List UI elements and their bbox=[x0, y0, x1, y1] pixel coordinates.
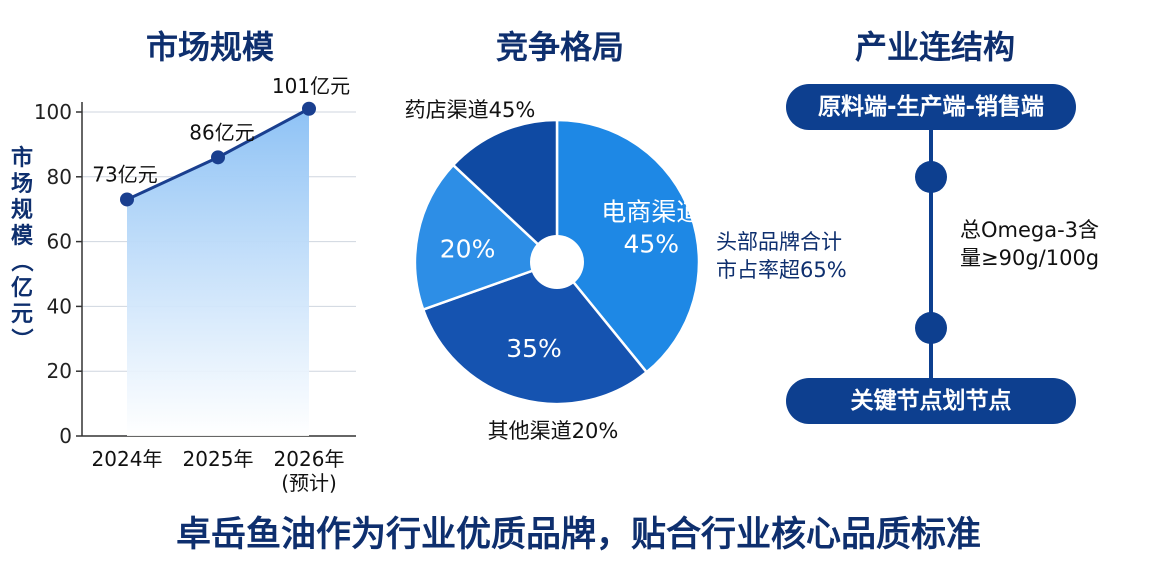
chain-top-pill: 原料端-生产端-销售端 bbox=[786, 84, 1076, 130]
industry-chain-diagram bbox=[915, 130, 947, 378]
pie-inner-label-0-0: 电商渠道 bbox=[601, 197, 701, 226]
pie-inner-label-0-1: 45% bbox=[623, 229, 679, 258]
pie-inner-label-1-0: 35% bbox=[506, 334, 562, 363]
y-tick-label-80: 80 bbox=[47, 165, 72, 189]
chain-bottom-pill: 关键节点划节点 bbox=[786, 378, 1076, 424]
market-data-label-0: 73亿元 bbox=[92, 162, 157, 186]
pie-outer-label-3: 药店渠道45% bbox=[405, 98, 536, 122]
market-data-label-1: 86亿元 bbox=[189, 120, 254, 144]
pie-slice-3 bbox=[451, 118, 559, 265]
competition-pie-chart: 电商渠道 45% 35% 20% 其他渠道20% 药店渠道45% bbox=[405, 98, 702, 443]
pie-side-note: 头部品牌合计 市占率超65% bbox=[716, 228, 847, 284]
chain-note-line1: 总Omega-3含 bbox=[960, 218, 1100, 242]
market-data-label-2: 101亿元 bbox=[272, 74, 350, 98]
pie-note-line2: 市占率超65% bbox=[716, 258, 847, 282]
x-tick-label-2-0: 2026年 bbox=[274, 447, 345, 471]
pie-inner-label-2-0: 20% bbox=[440, 235, 496, 264]
y-axis-label-char-2: 规 bbox=[11, 198, 33, 223]
y-tick-label-20: 20 bbox=[47, 359, 72, 383]
y-tick-label-100: 100 bbox=[34, 100, 72, 124]
market-point-1 bbox=[211, 150, 225, 165]
y-axis-label-char-1: 场 bbox=[11, 172, 33, 197]
market-size-chart: 0 20 40 60 80 100 73亿元 86亿元 101亿元 2024年 2025年 2026年… bbox=[8, 74, 356, 495]
pie-hole bbox=[530, 235, 584, 289]
x-tick-label-1-0: 2025年 bbox=[183, 447, 254, 471]
chain-node-2 bbox=[915, 312, 947, 344]
footer-slogan: 卓岳鱼油作为行业优质品牌，贴合行业核心品质标准 bbox=[175, 515, 981, 555]
y-axis-label-char-4: （ bbox=[8, 250, 33, 272]
y-tick-label-40: 40 bbox=[47, 294, 72, 318]
pie-outer-label-1: 其他渠道20% bbox=[488, 419, 619, 443]
chain-note-line2: 量≥90g/100g bbox=[960, 246, 1100, 270]
x-tick-label-2-1: (预计) bbox=[281, 471, 337, 495]
y-tick-label-0: 0 bbox=[59, 424, 72, 448]
pie-slice-2 bbox=[413, 163, 560, 312]
market-area-fill bbox=[127, 108, 309, 436]
y-axis-label-char-7: ） bbox=[8, 328, 33, 350]
market-point-2 bbox=[302, 101, 316, 116]
industry-chain-title: 产业连结构 bbox=[854, 28, 1015, 66]
market-size-title: 市场规模 bbox=[145, 28, 274, 66]
y-axis-label-char-5: 亿 bbox=[11, 276, 33, 301]
chain-node-1 bbox=[915, 161, 947, 193]
y-axis-label-char-6: 元 bbox=[11, 302, 33, 327]
market-point-0 bbox=[120, 192, 134, 207]
y-tick-label-60: 60 bbox=[47, 230, 72, 254]
pie-note-line1: 头部品牌合计 bbox=[716, 230, 842, 254]
pie-slice-0 bbox=[555, 118, 701, 374]
competition-title: 竞争格局 bbox=[495, 28, 624, 66]
x-tick-label-0-0: 2024年 bbox=[92, 447, 163, 471]
pie-slice-1 bbox=[421, 260, 649, 406]
y-axis-label-char-3: 模 bbox=[11, 224, 34, 249]
chain-side-note: 总Omega-3含 量≥90g/100g bbox=[960, 216, 1099, 272]
y-axis-label-char-0: 市 bbox=[11, 145, 33, 171]
